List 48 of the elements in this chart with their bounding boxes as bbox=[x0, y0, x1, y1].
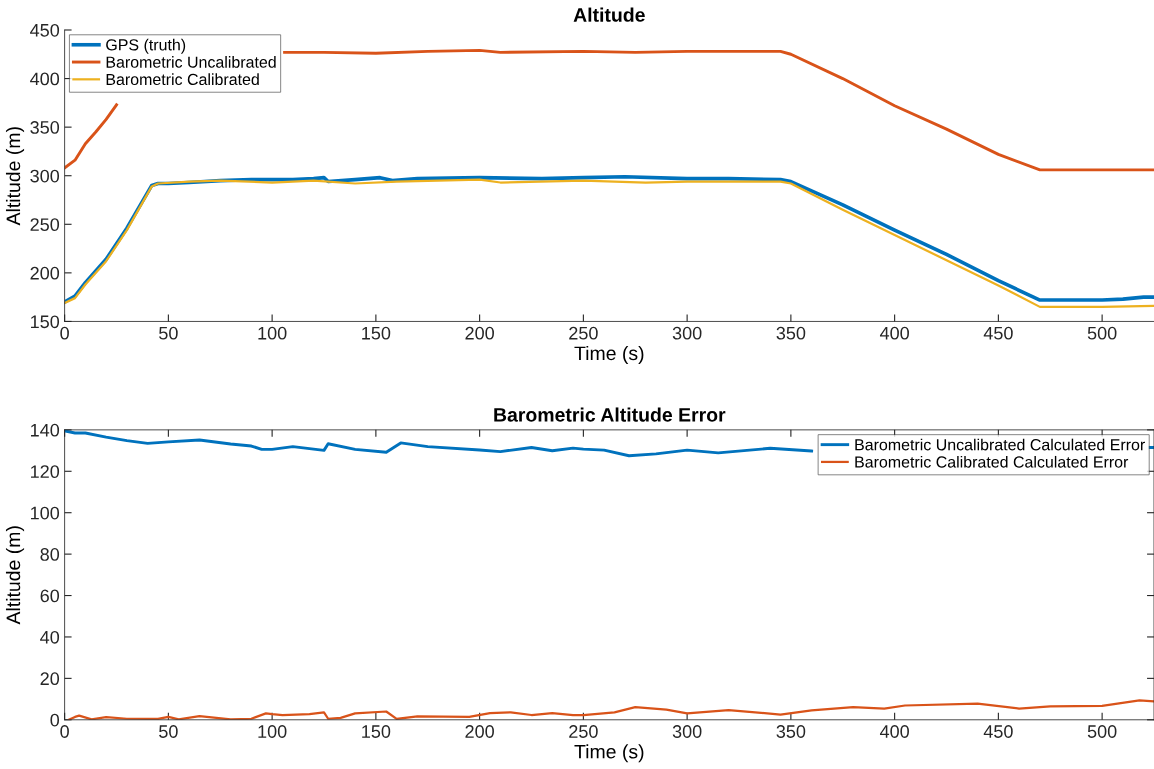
x-tick-label: 300 bbox=[672, 326, 702, 340]
x-tick-label: 50 bbox=[159, 326, 178, 340]
chart-title: Barometric Altitude Error bbox=[494, 407, 726, 422]
x-tick-label: 0 bbox=[60, 326, 69, 340]
y-tick-label: 100 bbox=[31, 506, 60, 520]
legend-label: Barometric Uncalibrated Calculated Error bbox=[855, 438, 1145, 451]
y-axis-title: Altitude (m) bbox=[5, 526, 25, 625]
y-tick-label: 300 bbox=[30, 169, 60, 183]
y-tick-label: 0 bbox=[50, 713, 60, 727]
x-tick-label: 50 bbox=[159, 725, 178, 738]
y-axis-title: Altitude (m) bbox=[5, 127, 25, 226]
x-tick-label: 450 bbox=[983, 326, 1013, 340]
x-tick-label: 250 bbox=[569, 326, 598, 340]
x-tick-label: 500 bbox=[1087, 725, 1117, 738]
legend-label: Barometric Calibrated Calculated Error bbox=[855, 455, 1129, 468]
y-tick-label: 250 bbox=[30, 218, 60, 232]
y-tick-label: 20 bbox=[40, 672, 60, 686]
x-tick-label: 400 bbox=[879, 326, 909, 340]
y-tick-label: 140 bbox=[31, 423, 60, 437]
y-tick-label: 40 bbox=[40, 630, 60, 644]
y-tick-label: 80 bbox=[40, 548, 60, 561]
y-tick-label: 150 bbox=[31, 315, 60, 329]
legend-label: GPS (truth) bbox=[106, 38, 186, 54]
y-tick-label: 60 bbox=[40, 589, 60, 603]
x-axis-title: Time (s) bbox=[574, 744, 644, 763]
x-tick-label: 400 bbox=[879, 725, 909, 738]
y-tick-label: 200 bbox=[30, 266, 60, 280]
legend-label: Barometric Uncalibrated bbox=[106, 56, 276, 68]
y-tick-label: 120 bbox=[31, 465, 60, 479]
chart-title: Altitude bbox=[573, 7, 645, 22]
x-tick-label: 350 bbox=[776, 725, 806, 738]
x-tick-label: 450 bbox=[983, 725, 1013, 738]
x-tick-label: 0 bbox=[60, 725, 69, 738]
x-tick-label: 100 bbox=[258, 725, 287, 738]
x-tick-label: 200 bbox=[465, 725, 494, 738]
x-tick-label: 500 bbox=[1087, 326, 1117, 340]
x-tick-label: 150 bbox=[362, 326, 391, 340]
x-tick-label: 100 bbox=[258, 326, 287, 340]
y-tick-label: 400 bbox=[30, 72, 60, 86]
x-tick-label: 250 bbox=[569, 725, 598, 738]
x-tick-label: 150 bbox=[362, 725, 391, 738]
x-tick-label: 200 bbox=[465, 326, 494, 340]
x-tick-label: 350 bbox=[776, 326, 806, 340]
x-tick-label: 300 bbox=[672, 725, 702, 738]
y-tick-label: 350 bbox=[30, 121, 60, 134]
legend-label: Barometric Calibrated bbox=[106, 73, 259, 86]
x-axis-title: Time (s) bbox=[574, 345, 644, 365]
y-tick-label: 450 bbox=[30, 23, 60, 37]
